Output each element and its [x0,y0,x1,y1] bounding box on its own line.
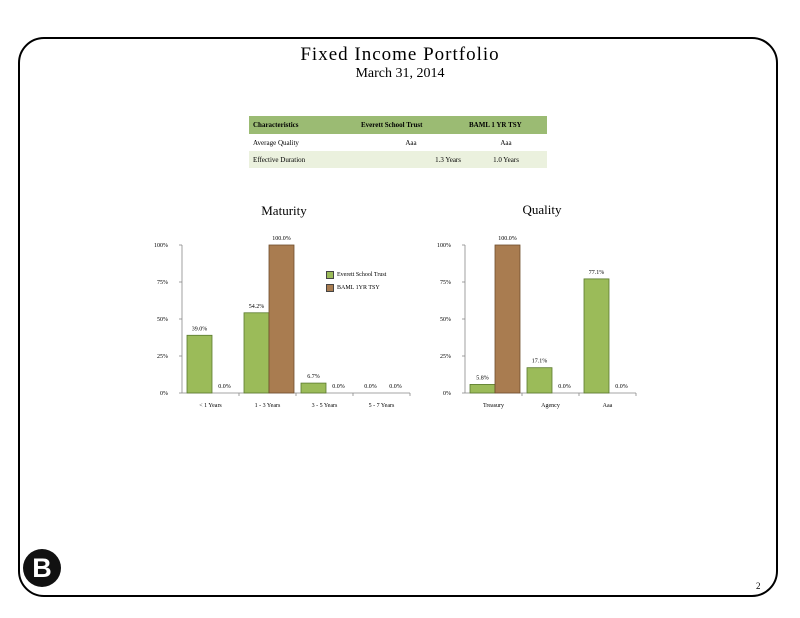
maturity-data-label: 6.7% [307,374,320,380]
maturity-data-label: 0.0% [218,384,231,390]
quality-data-label: 0.0% [558,384,571,390]
maturity-data-label: 0.0% [364,384,377,390]
maturity-y-tick-label: 75% [157,280,168,286]
table-cell: Effective Duration [249,151,357,168]
legend-label-series-2: BAML 1YR TSY [337,284,380,291]
table-cell: Aaa [405,138,417,147]
legend-label-series-1: Everett School Trust [337,271,387,278]
page-title: Fixed Income Portfolio [300,44,500,65]
maturity-bar-series-1 [186,334,213,394]
quality-y-tick-label: 0% [443,391,451,397]
maturity-y-tick-label: 0% [160,391,168,397]
quality-bar-series-2 [494,244,521,394]
quality-y-tick-label: 75% [440,280,451,286]
maturity-data-label: 39.0% [192,326,208,332]
quality-y-tick-label: 100% [437,243,451,249]
maturity-data-label: 54.2% [249,304,265,310]
legend-swatch-series-2 [326,283,334,292]
quality-data-label: 77.1% [589,270,605,276]
quality-bar-series-1 [526,367,553,394]
table-header-row: Characteristics Everett School Trust BAM… [249,116,547,134]
legend-item-series-1: Everett School Trust [326,268,386,281]
legend-swatch-series-1 [326,270,334,279]
table-row: Average Quality Aaa Aaa [249,134,547,151]
page-number: 2 [756,581,761,591]
maturity-y-tick-label: 25% [157,354,168,360]
quality-chart-title: Quality [522,202,562,217]
maturity-x-tick-label: 5 - 7 Years [369,403,395,409]
quality-data-label: 5.8% [476,375,489,381]
table-cell: 1.3 Years [357,151,465,168]
quality-y-tick-label: 25% [440,354,451,360]
table-header-baml: BAML 1 YR TSY [465,116,547,134]
maturity-x-tick-label: < 1 Years [199,403,222,409]
quality-data-label: 100.0% [498,236,517,242]
table-cell: Aaa [500,138,512,147]
maturity-data-label: 100.0% [272,236,291,242]
quality-bar-series-1 [469,384,496,394]
maturity-x-tick-label: 1 - 3 Years [255,403,281,409]
quality-bar-series-1 [583,278,610,394]
page-subtitle: March 31, 2014 [355,66,445,81]
maturity-x-tick-label: 3 - 5 Years [312,403,338,409]
table-cell: 1.0 Years [465,151,547,168]
quality-x-tick-label: Aaa [603,403,613,409]
quality-x-tick-label: Treasury [483,403,504,409]
quality-x-tick-label: Agency [541,403,560,409]
quality-y-tick-label: 50% [440,317,451,323]
maturity-data-label: 0.0% [332,384,345,390]
quality-data-label: 17.1% [532,359,548,365]
characteristics-table: Characteristics Everett School Trust BAM… [249,116,547,168]
table-header-everett: Everett School Trust [357,116,465,134]
maturity-bar-series-1 [243,312,270,394]
maturity-y-tick-label: 50% [157,317,168,323]
legend-item-series-2: BAML 1YR TSY [326,281,386,294]
maturity-chart-title: Maturity [261,203,307,218]
table-header-characteristics: Characteristics [249,116,357,134]
maturity-data-label: 0.0% [389,384,402,390]
company-logo: B [23,549,61,587]
maturity-bar-series-1 [300,382,327,394]
chart-legend: Everett School Trust BAML 1YR TSY [326,268,386,294]
maturity-y-tick-label: 100% [154,243,168,249]
maturity-bar-series-2 [268,244,295,394]
table-row: Effective Duration 1.3 Years 1.0 Years [249,151,547,168]
quality-data-label: 0.0% [615,384,628,390]
table-cell: Average Quality [253,138,299,147]
